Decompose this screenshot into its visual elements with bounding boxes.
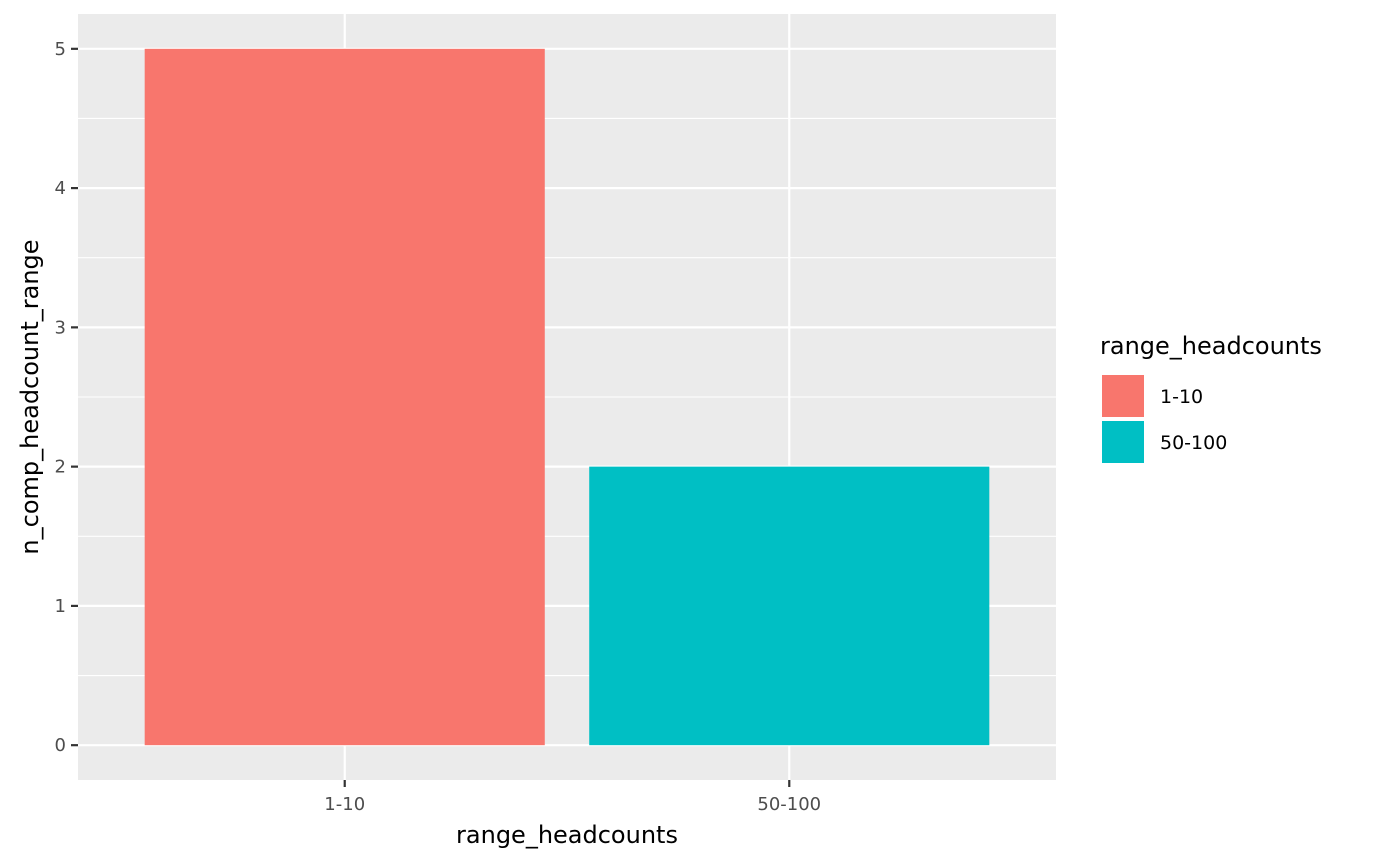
legend-label: 50-100	[1160, 432, 1227, 454]
legend-swatch	[1102, 375, 1144, 417]
x-tick-label: 50-100	[757, 794, 821, 815]
y-tick-label: 0	[55, 735, 66, 756]
y-tick-label: 3	[55, 317, 66, 338]
y-axis: 0 1 2 3 4 5	[55, 39, 78, 756]
legend-swatch	[1102, 421, 1144, 463]
bar	[144, 48, 545, 746]
y-tick-label: 2	[55, 457, 66, 478]
legend-items: 1-10 50-100	[1100, 373, 1227, 465]
x-axis: 1-10 50-100	[324, 780, 821, 815]
y-tick-label: 4	[55, 178, 66, 199]
y-axis-title: n_comp_headcount_range	[16, 239, 44, 554]
x-axis-title: range_headcounts	[456, 821, 678, 849]
y-tick-label: 1	[55, 596, 66, 617]
legend-label: 1-10	[1160, 386, 1203, 408]
bar	[589, 466, 990, 746]
x-tick-label: 1-10	[324, 794, 365, 815]
legend-title: range_headcounts	[1100, 332, 1322, 360]
bars	[144, 48, 990, 746]
legend: range_headcounts 1-10 50-100	[1100, 332, 1322, 465]
y-tick-label: 5	[55, 39, 66, 60]
